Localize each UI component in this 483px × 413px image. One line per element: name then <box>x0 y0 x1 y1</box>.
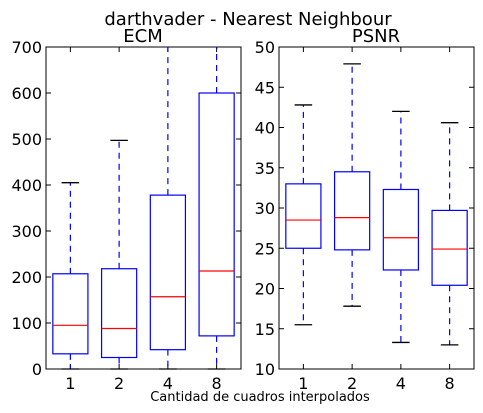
psnr-xtick-label: 2 <box>347 374 357 393</box>
psnr-ytick-label: 40 <box>255 119 275 138</box>
ecm-ytick-label: 0 <box>32 360 42 379</box>
psnr-xtick-label: 4 <box>396 374 406 393</box>
ecm-axes-frame <box>45 46 242 370</box>
ecm-ytick-label: 600 <box>11 84 42 103</box>
psnr-xtick-label: 1 <box>298 374 308 393</box>
psnr-ytick-label: 30 <box>255 199 275 218</box>
psnr-ytick-label: 20 <box>255 280 275 299</box>
psnr-ytick-label: 10 <box>255 360 275 379</box>
ecm-box <box>198 92 235 337</box>
psnr-xtick-label: 8 <box>445 374 455 393</box>
ecm-xtick-label: 1 <box>65 374 75 393</box>
ecm-xtick-label: 8 <box>212 374 222 393</box>
ecm-xtick-label: 2 <box>114 374 124 393</box>
ecm-ytick-label: 400 <box>11 176 42 195</box>
psnr-title: PSNR <box>352 26 400 47</box>
psnr-boxplot: PSNR 10 15 20 25 30 35 40 45 50 1 2 4 8 <box>255 26 475 393</box>
psnr-box <box>333 171 371 251</box>
psnr-ytick-label: 45 <box>255 78 275 97</box>
ecm-box <box>100 268 138 359</box>
ecm-ytick-label: 200 <box>11 268 42 287</box>
psnr-box <box>431 209 468 286</box>
ecm-ytick-label: 700 <box>11 38 42 57</box>
psnr-ytick-label: 50 <box>255 38 275 57</box>
ecm-title: ECM <box>123 26 162 47</box>
psnr-ytick-label: 15 <box>255 320 275 339</box>
ecm-xtick-label: 4 <box>163 374 173 393</box>
figure-xlabel: Cantidad de cuadros interpolados <box>150 390 370 405</box>
psnr-ytick-label: 25 <box>255 239 275 258</box>
figure-suptitle: darthvader - Nearest Neighbour <box>104 9 392 30</box>
ecm-box <box>149 194 187 351</box>
ecm-ytick-label: 100 <box>11 314 42 333</box>
ecm-boxplot: ECM 0 100 200 300 400 500 600 700 1 2 4 8 <box>11 26 242 393</box>
ecm-ytick-label: 300 <box>11 222 42 241</box>
psnr-axes-frame <box>278 46 475 370</box>
psnr-ytick-label: 35 <box>255 159 275 178</box>
psnr-box <box>285 183 322 249</box>
psnr-box <box>382 188 420 271</box>
ecm-ytick-label: 500 <box>11 130 42 149</box>
ecm-box <box>52 273 89 355</box>
